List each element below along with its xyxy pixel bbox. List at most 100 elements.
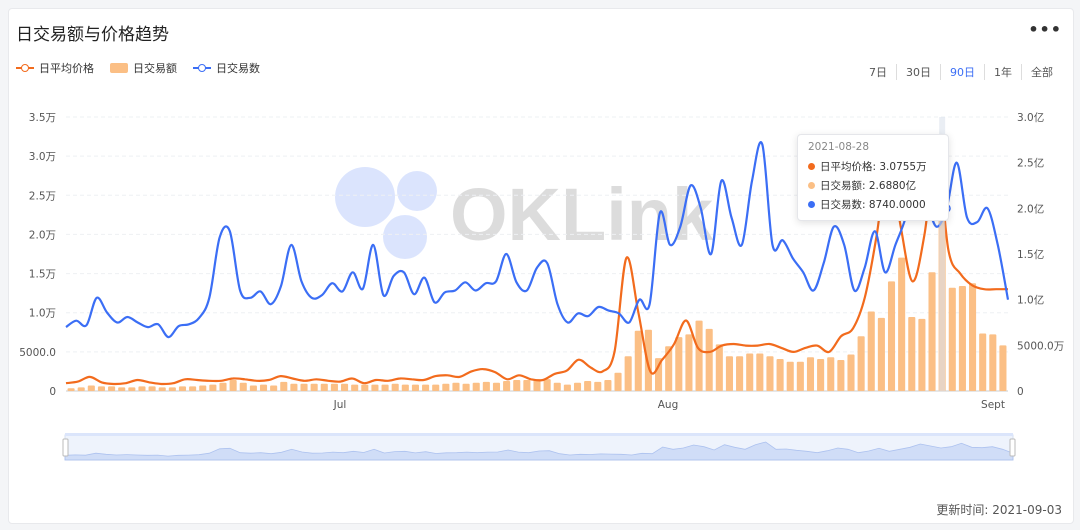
tooltip-volume: 日交易额: 2.6880亿 xyxy=(820,180,917,192)
tooltip-date: 2021-08-28 xyxy=(808,141,870,153)
volume-bar xyxy=(867,311,875,391)
x-tick-label: Sept xyxy=(981,399,1005,411)
volume-bar xyxy=(513,380,521,391)
volume-bar xyxy=(209,384,217,391)
volume-bar xyxy=(341,383,349,391)
volume-bar xyxy=(999,345,1007,391)
dot-icon xyxy=(808,163,815,170)
volume-bar xyxy=(715,344,723,391)
price-line xyxy=(65,149,1008,386)
volume-bar xyxy=(158,387,166,391)
range-90d[interactable]: 90日 xyxy=(940,64,984,80)
volume-bar xyxy=(624,356,632,391)
line-marker-icon xyxy=(16,63,34,73)
volume-bar xyxy=(969,283,977,391)
volume-bar xyxy=(563,384,571,391)
volume-bar xyxy=(614,372,622,391)
volume-bar xyxy=(928,272,936,391)
volume-bar xyxy=(77,387,85,391)
legend-label-price: 日平均价格 xyxy=(39,62,94,75)
y-left-tick-label: 1.0万 xyxy=(29,308,56,320)
tooltip-row-count: 日交易数: 8740.0000 xyxy=(808,197,938,212)
volume-bar xyxy=(958,285,966,391)
volume-bar xyxy=(422,384,430,391)
volume-bar xyxy=(736,356,744,391)
volume-bar xyxy=(259,384,268,391)
range-1y[interactable]: 1年 xyxy=(984,64,1021,80)
y-left-tick-label: 5000.0 xyxy=(19,347,56,359)
navigator-handle-left xyxy=(62,438,69,457)
volume-bar xyxy=(138,386,146,391)
volume-bar xyxy=(219,382,227,391)
x-tick-label: Jul xyxy=(333,399,347,411)
volume-bar xyxy=(249,385,257,391)
volume-bar xyxy=(411,384,419,391)
navigator-area xyxy=(64,441,1014,461)
volume-bar xyxy=(381,384,389,391)
volume-bar xyxy=(806,357,815,391)
volume-bar xyxy=(199,385,207,391)
line-marker-icon xyxy=(193,63,211,73)
navigator-handle-right xyxy=(1009,438,1016,457)
volume-bar xyxy=(543,379,551,391)
volume-bar xyxy=(594,381,602,391)
volume-bar xyxy=(584,380,592,391)
more-options-icon[interactable]: ••• xyxy=(1028,20,1062,39)
volume-bar xyxy=(898,257,906,391)
dot-icon xyxy=(808,182,815,189)
y-right-tick-label: 3.0亿 xyxy=(1017,111,1044,124)
y-left-tick-label: 0 xyxy=(49,386,56,398)
volume-bar xyxy=(97,386,105,391)
tooltip-price: 日平均价格: 3.0755万 xyxy=(820,161,927,173)
y-left-tick-label: 3.0万 xyxy=(29,151,56,163)
volume-bar xyxy=(330,383,338,391)
chart-tooltip: 2021-08-28 日平均价格: 3.0755万 日交易额: 2.6880亿 … xyxy=(797,134,949,221)
volume-bar xyxy=(87,385,95,391)
volume-bar xyxy=(948,287,956,391)
volume-bar xyxy=(665,346,673,391)
chart-legend: 日平均价格 日交易额 日交易数 xyxy=(16,60,260,76)
volume-bar xyxy=(887,281,896,391)
y-left-tick-label: 2.0万 xyxy=(29,229,56,241)
volume-bar xyxy=(705,328,713,391)
volume-bar xyxy=(472,382,480,391)
bar-marker-icon xyxy=(110,63,128,73)
volume-bar xyxy=(452,382,460,391)
range-7d[interactable]: 7日 xyxy=(869,66,887,79)
volume-bar xyxy=(189,386,197,391)
volume-bar xyxy=(67,388,75,391)
volume-bar xyxy=(391,383,399,391)
volume-bar xyxy=(817,359,825,391)
volume-bar xyxy=(685,334,693,391)
count-line xyxy=(65,141,1010,339)
volume-bar xyxy=(401,384,409,391)
volume-bar xyxy=(573,382,582,391)
volume-bar xyxy=(847,354,855,391)
y-right-tick-label: 1.0亿 xyxy=(1017,294,1044,307)
legend-item-count[interactable]: 日交易数 xyxy=(193,60,260,76)
volume-bar xyxy=(553,382,561,391)
range-all[interactable]: 全部 xyxy=(1021,64,1062,80)
range-selector: 7日 30日 90日 1年 全部 xyxy=(860,64,1062,80)
volume-bar xyxy=(725,356,733,391)
volume-bar xyxy=(168,387,176,391)
volume-bar xyxy=(675,337,683,391)
legend-label-volume: 日交易额 xyxy=(133,62,177,75)
volume-bar xyxy=(128,387,136,391)
volume-bar xyxy=(918,318,926,391)
legend-item-volume[interactable]: 日交易额 xyxy=(110,60,177,76)
volume-bar xyxy=(837,359,845,391)
updated-time: 更新时间: 2021-09-03 xyxy=(936,503,1062,517)
volume-bar xyxy=(300,383,308,391)
y-right-tick-label: 0 xyxy=(1017,386,1024,398)
volume-bar xyxy=(908,317,916,391)
legend-item-price[interactable]: 日平均价格 xyxy=(16,60,94,76)
volume-bar xyxy=(746,353,754,391)
navigator-top-bar xyxy=(65,433,1013,436)
tooltip-count: 日交易数: 8740.0000 xyxy=(820,199,926,211)
range-30d[interactable]: 30日 xyxy=(896,64,940,80)
y-right-tick-label: 2.0亿 xyxy=(1017,202,1044,215)
volume-bar xyxy=(361,384,369,391)
volume-bar xyxy=(148,386,156,391)
